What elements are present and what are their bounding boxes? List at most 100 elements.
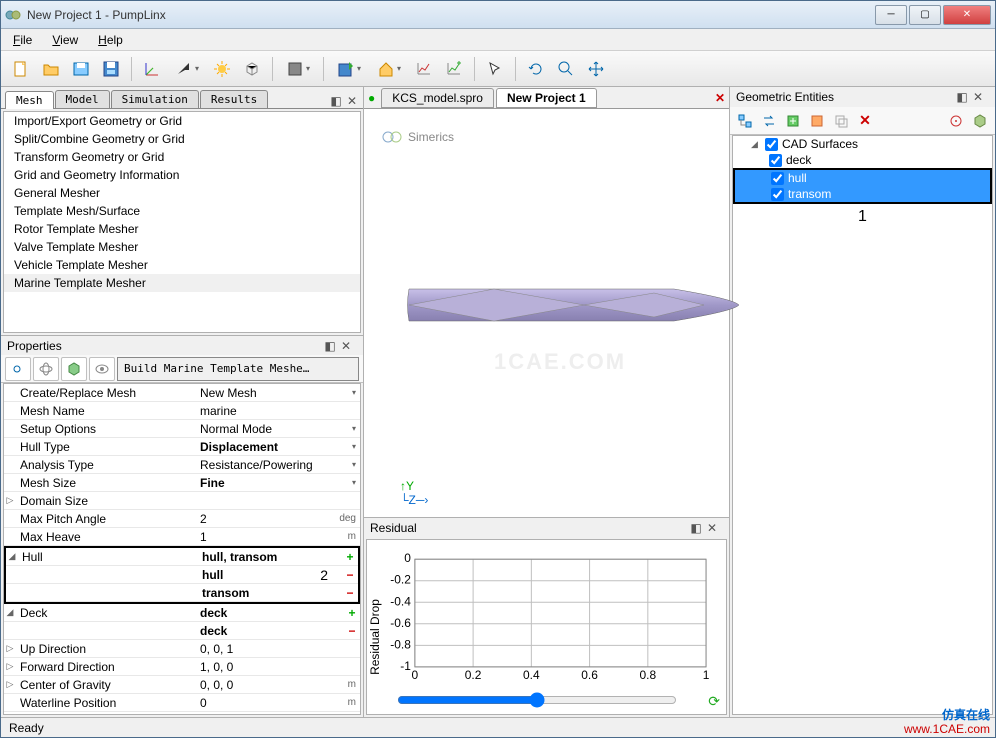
property-row[interactable]: ▷Forward Direction1, 0, 0	[4, 658, 360, 676]
export-button[interactable]: ▾	[330, 55, 368, 83]
tab-model[interactable]: Model	[55, 90, 110, 108]
svg-text:-0.8: -0.8	[390, 637, 411, 651]
item-checkbox[interactable]	[769, 154, 782, 167]
entities-tree[interactable]: ◢ CAD Surfaces deck hull transom	[732, 135, 993, 715]
tab-simulation[interactable]: Simulation	[111, 90, 199, 108]
home-button[interactable]: ▾	[370, 55, 408, 83]
tab-results[interactable]: Results	[200, 90, 268, 108]
property-row[interactable]: Max Heave1m	[4, 528, 360, 546]
tree-item-transom[interactable]: transom	[735, 186, 990, 202]
prop-btn-1[interactable]	[5, 357, 31, 381]
svg-text:-1: -1	[400, 659, 411, 673]
mesh-tree-item[interactable]: Transform Geometry or Grid	[4, 148, 360, 166]
mesh-tree-item[interactable]: Marine Template Mesher	[4, 274, 360, 292]
mesh-tree-item[interactable]: Import/Export Geometry or Grid	[4, 112, 360, 130]
ent-btn-2[interactable]	[758, 110, 780, 132]
refresh-icon[interactable]: ⟳	[708, 693, 720, 710]
menu-help[interactable]: Help	[92, 31, 129, 49]
hull-model	[404, 279, 744, 331]
property-row[interactable]: ◢Deckdeck+	[4, 604, 360, 622]
item-checkbox[interactable]	[771, 172, 784, 185]
mesh-tree-item[interactable]: General Mesher	[4, 184, 360, 202]
ent-btn-5[interactable]	[830, 110, 852, 132]
tree-item-hull[interactable]: hull	[735, 170, 990, 186]
ent-btn-4[interactable]	[806, 110, 828, 132]
cube-button[interactable]	[238, 55, 266, 83]
folder-open-icon	[42, 60, 60, 78]
axes-button[interactable]	[138, 55, 166, 83]
prop-btn-4[interactable]	[89, 357, 115, 381]
prop-btn-2[interactable]	[33, 357, 59, 381]
property-row[interactable]: Mesh SizeFine▾	[4, 474, 360, 492]
prop-btn-3[interactable]	[61, 357, 87, 381]
new-button[interactable]	[7, 55, 35, 83]
panel-close-icon[interactable]: ✕	[339, 339, 353, 353]
save-option-button[interactable]	[67, 55, 95, 83]
close-button[interactable]: ✕	[943, 5, 991, 25]
ent-btn-1[interactable]	[734, 110, 756, 132]
doc-tab-2[interactable]: New Project 1	[496, 88, 597, 108]
save-button[interactable]	[97, 55, 125, 83]
doc-tab-1[interactable]: KCS_model.spro	[381, 88, 494, 108]
view-mode-button[interactable]: ▾	[168, 55, 206, 83]
maximize-button[interactable]: ▢	[909, 5, 941, 25]
ent-btn-3[interactable]	[782, 110, 804, 132]
residual-slider[interactable]	[397, 692, 677, 708]
panel-float-icon[interactable]: ◧	[323, 339, 337, 353]
pan-button[interactable]	[582, 55, 610, 83]
sun-button[interactable]	[208, 55, 236, 83]
property-row[interactable]: Waterline Position0m	[4, 694, 360, 712]
property-row-hull-item[interactable]: hull2−	[6, 566, 358, 584]
rotate-button[interactable]	[522, 55, 550, 83]
pointer-button[interactable]	[481, 55, 509, 83]
root-checkbox[interactable]	[765, 138, 778, 151]
property-row[interactable]: deck−	[4, 622, 360, 640]
property-row-hull-item[interactable]: transom−	[6, 584, 358, 602]
panel-close-icon[interactable]: ✕	[705, 521, 719, 535]
panel-float-icon[interactable]: ◧	[955, 90, 969, 104]
expand-icon[interactable]: ◢	[751, 139, 761, 150]
shade-button[interactable]: ▾	[279, 55, 317, 83]
add-chart-button[interactable]	[440, 55, 468, 83]
mesh-tree-item[interactable]: Valve Template Mesher	[4, 238, 360, 256]
property-row-hull[interactable]: ◢Hullhull, transom+	[6, 548, 358, 566]
open-button[interactable]	[37, 55, 65, 83]
panel-float-icon[interactable]: ◧	[329, 94, 343, 108]
panel-float-icon[interactable]: ◧	[689, 521, 703, 535]
tree-root[interactable]: ◢ CAD Surfaces	[733, 136, 992, 152]
item-checkbox[interactable]	[771, 188, 784, 201]
property-grid[interactable]: Create/Replace MeshNew Mesh▾Mesh Namemar…	[3, 383, 361, 715]
tree-item-deck[interactable]: deck	[733, 152, 992, 168]
svg-text:0.6: 0.6	[581, 668, 598, 682]
property-row[interactable]: ▷Center of Gravity0, 0, 0m	[4, 676, 360, 694]
mesh-tree-item[interactable]: Split/Combine Geometry or Grid	[4, 130, 360, 148]
mesh-tree-item[interactable]: Template Mesh/Surface	[4, 202, 360, 220]
property-row[interactable]: Setup OptionsNormal Mode▾	[4, 420, 360, 438]
minimize-button[interactable]: ─	[875, 5, 907, 25]
doc-close-icon[interactable]: ✕	[715, 91, 725, 105]
menu-file[interactable]: File	[7, 31, 38, 49]
ent-btn-6[interactable]	[945, 110, 967, 132]
ent-btn-delete[interactable]: ✕	[854, 110, 876, 132]
ent-btn-7[interactable]	[969, 110, 991, 132]
property-row[interactable]: Max Pitch Angle2deg	[4, 510, 360, 528]
chart-button[interactable]	[410, 55, 438, 83]
mesh-tree-item[interactable]: Rotor Template Mesher	[4, 220, 360, 238]
property-row[interactable]: Create/Replace MeshNew Mesh▾	[4, 384, 360, 402]
build-button[interactable]: Build Marine Template Meshe…	[117, 357, 359, 381]
mesh-tree-item[interactable]: Vehicle Template Mesher	[4, 256, 360, 274]
zoom-button[interactable]	[552, 55, 580, 83]
property-row[interactable]: Analysis TypeResistance/Powering▾	[4, 456, 360, 474]
tab-mesh[interactable]: Mesh	[5, 91, 54, 109]
mesh-tree-item[interactable]: Grid and Geometry Information	[4, 166, 360, 184]
menu-view[interactable]: View	[46, 31, 84, 49]
3d-viewport[interactable]: Simerics 1CAE.COM ↑Y └Z─›	[364, 109, 729, 517]
property-row[interactable]: ▷Domain Size	[4, 492, 360, 510]
panel-close-icon[interactable]: ✕	[971, 90, 985, 104]
property-row[interactable]: Mesh Namemarine	[4, 402, 360, 420]
property-row[interactable]: Hull TypeDisplacement▾	[4, 438, 360, 456]
property-row[interactable]: ▷Up Direction0, 0, 1	[4, 640, 360, 658]
add-green-icon	[785, 113, 801, 129]
mesh-tree[interactable]: Import/Export Geometry or GridSplit/Comb…	[3, 111, 361, 333]
panel-close-icon[interactable]: ✕	[345, 94, 359, 108]
